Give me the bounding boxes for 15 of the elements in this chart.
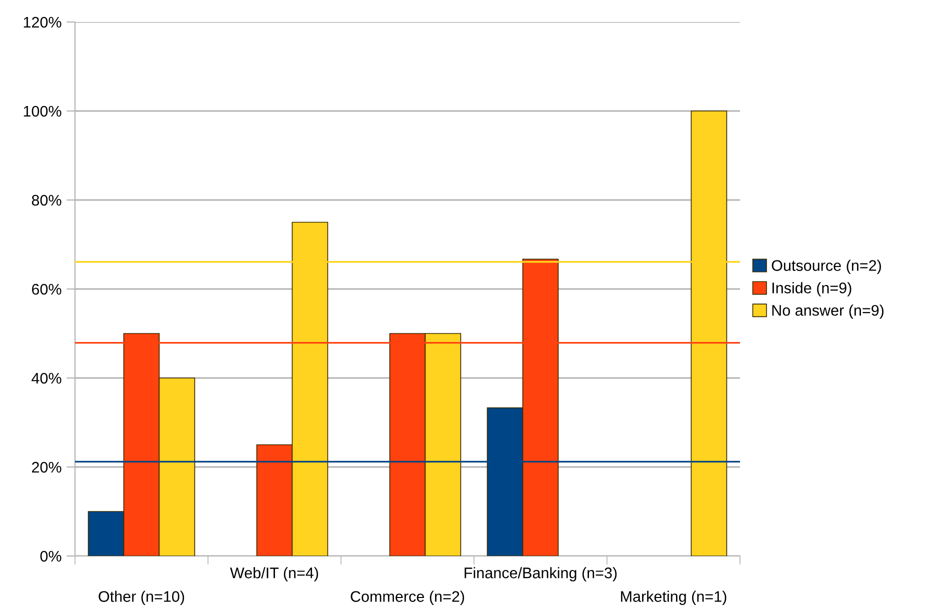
- x-tick-label: Marketing (n=1): [621, 590, 726, 605]
- x-tick-label: Commerce (n=2): [350, 590, 464, 605]
- y-tick-label: 0%: [40, 550, 62, 562]
- y-tick-label: 20%: [32, 462, 62, 473]
- x-tick-label: Other (n=10): [98, 590, 184, 605]
- y-tick-label: 60%: [32, 284, 62, 295]
- y-tick-label: 40%: [32, 372, 62, 384]
- y-tick-label: 100%: [24, 106, 62, 117]
- legend-label: No answer (n=9): [772, 304, 884, 319]
- y-tick-label: 120%: [24, 16, 62, 28]
- x-tick-label: Finance/Banking (n=3): [464, 567, 617, 582]
- legend-label: Inside (n=9): [772, 282, 852, 296]
- x-tick-label: Web/IT (n=4): [230, 567, 318, 582]
- legend-label: Outsource (n=2): [772, 260, 881, 274]
- y-tick-label: 80%: [32, 194, 62, 206]
